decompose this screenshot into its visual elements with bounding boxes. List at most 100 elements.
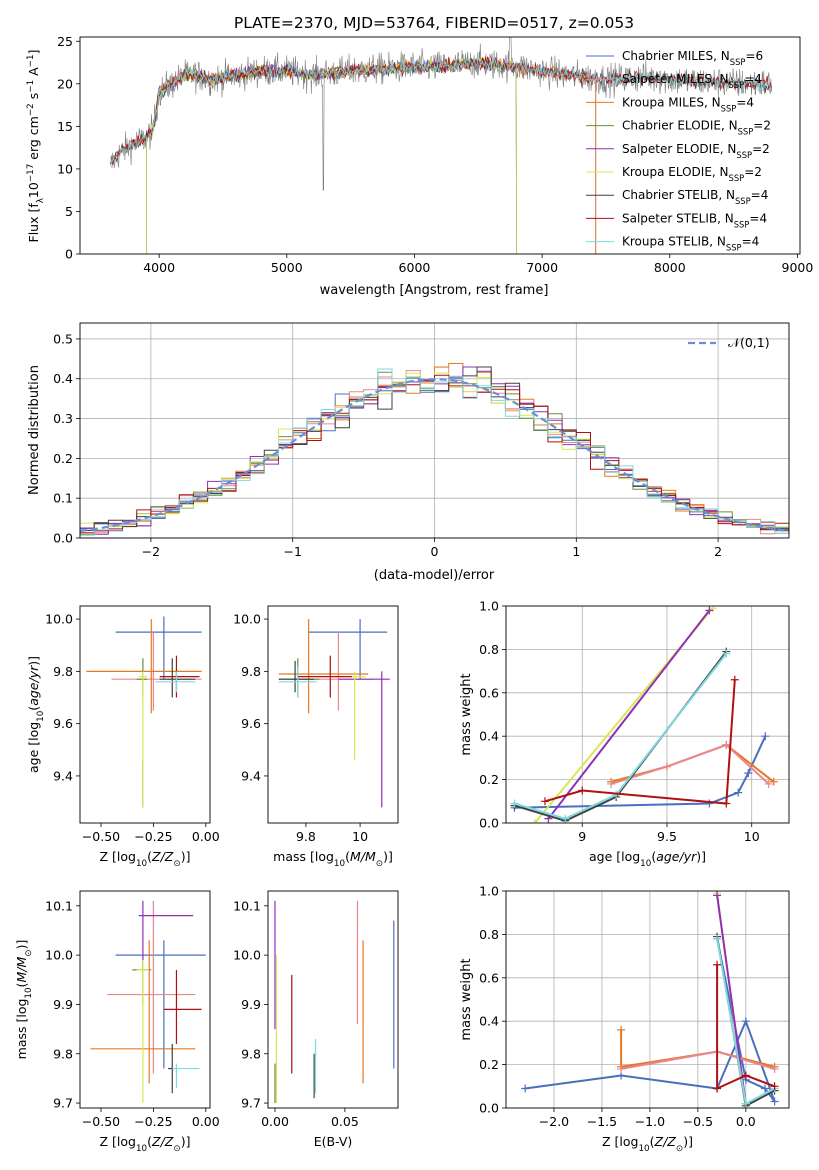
error-bar-chabrier-elodie: [278, 658, 320, 698]
error-bar-salpeter-miles: [107, 900, 196, 1074]
weight-line: [514, 653, 728, 820]
error-bar-kroupa-stelib: [278, 666, 317, 698]
x-axis-label: wavelength [Angstrom, rest frame]: [320, 283, 549, 298]
weight-marker: [530, 819, 539, 823]
weight-line-salpeter-elodie: [544, 606, 714, 823]
label-part: 10: [136, 859, 147, 869]
axes-frame: [79, 36, 801, 255]
weight-marker: [730, 675, 739, 684]
label-part: Kroupa STELIB, N: [622, 235, 726, 249]
y-tick-label: 9.7: [241, 1096, 261, 1111]
x-axis-label: E(B-V): [314, 1134, 353, 1149]
error-bar-kroupa-stelib: [172, 1063, 200, 1089]
label-part: Chabrier MILES, N: [622, 49, 730, 63]
weight-marker: [540, 797, 549, 806]
label-part: )]: [181, 849, 191, 864]
axes-residuals: −2 −1 0 1 2 0.0 0.1 0.2 0.3 0.4 0.5 𝒩(0,1) (data-mod…: [27, 322, 790, 583]
model-spectrum-kroupa-stelib: [110, 54, 772, 165]
label-part: SSP: [729, 173, 745, 183]
label-part: 10: [638, 1144, 649, 1154]
label-part: Z [log: [602, 1134, 638, 1149]
label-part: =2: [753, 119, 771, 133]
error-bar-salpeter-stelib: [163, 969, 202, 1044]
error-bar-salpeter-miles: [295, 632, 374, 711]
weight-marker: [764, 779, 773, 788]
label-part: Kroupa MILES, N: [622, 95, 721, 109]
y-tick-label: 9.6: [241, 716, 261, 731]
weight-line: [544, 679, 736, 805]
legend-label: Kroupa MILES, NSSP=4: [622, 95, 754, 113]
y-axis-label: mass weight: [459, 673, 474, 755]
y-tick-label: 5: [65, 204, 73, 219]
label-part: =4: [751, 188, 769, 202]
label-part: −1: [26, 80, 36, 93]
axes-weight_vs_Z: −2.0 −1.5 −1.0 −0.5 0.0 0.0 0.2 0.4 0.6 0.8 1.0 Z […: [459, 884, 790, 1154]
x-tick-label: −0.50: [82, 1114, 120, 1129]
weight-marker: [741, 1071, 750, 1080]
label-part: 10: [24, 987, 34, 998]
label-part: (: [14, 983, 29, 988]
axes-frame: [79, 322, 790, 539]
label-part: (: [147, 1134, 152, 1149]
y-tick-label: 0.3: [53, 411, 73, 426]
error-bar-salpeter-stelib: [297, 655, 352, 698]
y-tick-label: 20: [57, 76, 73, 91]
weight-marker: [617, 1025, 626, 1034]
x-tick-label: 2: [714, 544, 722, 559]
x-tick-label: −0.25: [134, 829, 172, 844]
legend-label: Chabrier MILES, NSSP=6: [622, 49, 763, 67]
weight-marker: [713, 891, 722, 900]
x-tick-label: 0.00: [261, 1114, 289, 1129]
label-part: M/M: [14, 957, 29, 983]
label-part: SSP: [738, 127, 754, 137]
label-part: mass [log: [273, 849, 334, 864]
x-axis-label: Z [log10(Z/Z⊙)]: [100, 849, 191, 869]
label-part: −2: [26, 103, 36, 116]
x-tick-label: 0.00: [192, 829, 220, 844]
y-tick-label: 0.6: [479, 685, 499, 700]
label-part: (: [650, 1134, 655, 1149]
weight-line: [620, 1029, 775, 1068]
plot-area: [90, 900, 206, 1104]
axes-spectrum: 4000 5000 6000 7000 8000 9000 0 5 10 15 20 25 Chabri…: [26, 34, 813, 298]
label-part: 10: [640, 859, 651, 869]
label-part: (: [26, 706, 41, 711]
legend-label: Salpeter ELODIE, NSSP=2: [622, 142, 770, 160]
x-tick-label: 10: [352, 829, 368, 844]
label-part: mass [log: [14, 999, 29, 1060]
weight-marker: [722, 799, 731, 808]
histogram-chabrier-stelib: [80, 366, 789, 531]
x-tick-label: 0: [431, 544, 439, 559]
y-tick-label: 0.2: [53, 451, 73, 466]
y-tick-label: 9.9: [53, 997, 73, 1012]
x-tick-label: −1: [283, 544, 301, 559]
x-axis-label: (data-model)/error: [374, 568, 495, 583]
weight-marker: [769, 777, 778, 786]
label-part: age/yr: [26, 665, 41, 706]
axes-age_vs_Z: −0.50 −0.25 0.009.49.69.810.0Z [log10(Z/Z⊙…: [26, 605, 220, 869]
weight-marker: [741, 1099, 750, 1108]
x-axis-label: age [log10(age/yr)]: [589, 849, 706, 869]
normal-curve: [80, 378, 789, 533]
weight-marker: [662, 762, 671, 771]
y-tick-label: 0.0: [53, 531, 73, 546]
error-bar-chabrier-stelib: [159, 658, 196, 698]
label-part: Z [log: [100, 1134, 136, 1149]
y-tick-label: 0.4: [479, 729, 499, 744]
y-tick-label: 9.6: [53, 716, 73, 731]
label-part: =2: [744, 165, 762, 179]
label-part: 10: [36, 711, 46, 722]
weight-marker: [713, 960, 722, 969]
weight-marker: [705, 606, 714, 615]
weight-marker: [713, 934, 722, 943]
y-axis-label: mass weight: [459, 958, 474, 1040]
x-tick-label: 8000: [654, 260, 686, 275]
label-part: SSP: [735, 196, 751, 206]
label-part: SSP: [730, 57, 746, 67]
error-bar-salpeter-elodie: [138, 900, 194, 970]
x-tick-label: −0.50: [82, 829, 120, 844]
x-tick-label: 0.05: [331, 1114, 359, 1129]
